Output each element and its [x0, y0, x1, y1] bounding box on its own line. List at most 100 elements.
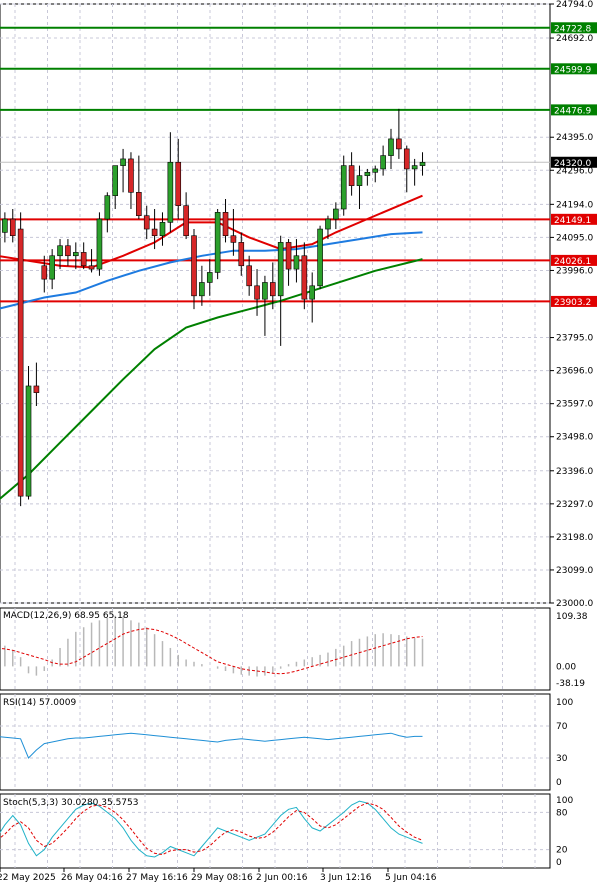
candle-body	[2, 218, 8, 233]
price-tick-label: 23099.0	[556, 566, 593, 576]
moving-average-line	[0, 258, 423, 500]
macd-axis-label: -38.19	[556, 679, 585, 689]
level-label: 24476.9	[554, 106, 591, 116]
level-label: 24599.9	[554, 65, 591, 75]
level-label-bg	[551, 295, 597, 307]
level-label-bg	[551, 22, 597, 34]
candle-body	[411, 165, 418, 170]
candle-body	[238, 242, 245, 267]
candle-body	[88, 265, 95, 270]
candle-body	[159, 222, 166, 237]
level-label-bg	[551, 63, 597, 75]
time-axis-label: 2 Jun 00:16	[256, 873, 308, 883]
candle-body	[309, 285, 316, 300]
price-tick-label: 24296.0	[556, 166, 593, 176]
rsi-axis-label: 0	[556, 778, 562, 788]
price-tick-label: 23498.0	[556, 433, 593, 443]
time-axis-label: 5 Jun 04:16	[385, 873, 437, 883]
candle-body	[246, 265, 252, 287]
stoch-label: Stoch(5,3,3) 30.0280 35.5753	[3, 798, 138, 808]
macd-signal-line	[0, 628, 423, 675]
rsi-label: RSI(14) 57.0009	[3, 698, 76, 708]
candle-body	[285, 242, 292, 270]
candle-body	[396, 138, 402, 150]
current-price-bg	[551, 156, 597, 168]
level-label-bg	[551, 254, 597, 266]
candle-body	[120, 158, 126, 166]
price-tick-label: 23696.0	[556, 367, 593, 377]
rsi-axis-label: 30	[556, 754, 568, 764]
candle-body	[73, 252, 79, 257]
candle-body	[254, 285, 260, 300]
candle-body	[57, 245, 63, 257]
stoch-axis-label: 100	[556, 796, 573, 806]
candle-body	[49, 255, 55, 280]
level-label: 24149.1	[554, 216, 591, 226]
candle-body	[364, 171, 371, 176]
candle-body	[277, 242, 284, 297]
candle-body	[151, 228, 158, 237]
rsi-axis-label: 100	[556, 698, 573, 708]
candle-body	[222, 212, 229, 237]
candle-body	[388, 138, 394, 156]
candle-body	[403, 148, 410, 170]
time-axis-label: 3 Jun 12:16	[320, 873, 372, 883]
macd-axis-label: 0.00	[556, 662, 576, 672]
candle-body	[348, 165, 355, 186]
candle-body	[325, 218, 331, 230]
price-tick-label: 23000.0	[556, 599, 593, 609]
price-tick-label: 24794.0	[556, 0, 593, 10]
pane-frame	[0, 3, 551, 604]
price-tick-label: 23795.0	[556, 334, 593, 344]
candle-body	[269, 282, 276, 297]
price-tick-label: 24095.0	[556, 233, 593, 243]
candle-body	[17, 228, 24, 497]
candle-body	[25, 385, 32, 497]
candle-body	[262, 282, 268, 300]
candle-body	[167, 161, 174, 223]
candle-body	[199, 282, 205, 297]
price-tick-label: 24692.0	[556, 34, 593, 44]
candle-body	[41, 265, 48, 280]
candle-body	[9, 218, 16, 237]
price-tick-label: 24395.0	[556, 133, 593, 143]
candle-body	[191, 235, 197, 297]
candle-body	[65, 245, 71, 257]
candle-body	[380, 155, 386, 170]
price-tick-label: 23396.0	[556, 467, 593, 477]
rsi-axis-label: 70	[556, 722, 568, 732]
candle-body	[143, 215, 150, 230]
candle-body	[317, 228, 323, 287]
candle-body	[293, 255, 300, 270]
candle-body	[356, 175, 363, 186]
candle-body	[104, 195, 111, 220]
level-label: 23903.2	[554, 298, 591, 308]
candle-body	[230, 235, 237, 243]
level-label: 24722.8	[554, 24, 591, 34]
time-axis-label: 27 May 16:16	[126, 873, 188, 883]
candle-body	[96, 218, 103, 270]
candle-body	[214, 212, 221, 273]
price-tick-label: 23996.0	[556, 266, 593, 276]
rsi-line	[0, 732, 423, 759]
level-label: 24026.1	[554, 257, 591, 267]
time-axis-label: 29 May 08:16	[191, 873, 253, 883]
price-tick-label: 23597.0	[556, 400, 593, 410]
stoch-k-line	[0, 800, 423, 858]
level-label-bg	[551, 104, 597, 116]
candle-body	[301, 255, 308, 300]
candle-body	[340, 165, 347, 210]
candle-body	[206, 272, 213, 283]
current-price-label: 24320.0	[554, 159, 591, 169]
candle-body	[183, 205, 189, 237]
candle-body	[80, 252, 87, 267]
stoch-d-line	[0, 802, 423, 856]
time-axis-label: 22 May 2025	[0, 873, 56, 883]
candle-body	[33, 385, 40, 393]
stoch-axis-label: 0	[556, 858, 562, 868]
macd-axis-label: 109.38	[556, 612, 588, 622]
price-tick-label: 24194.0	[556, 200, 593, 210]
candle-body	[112, 165, 118, 196]
